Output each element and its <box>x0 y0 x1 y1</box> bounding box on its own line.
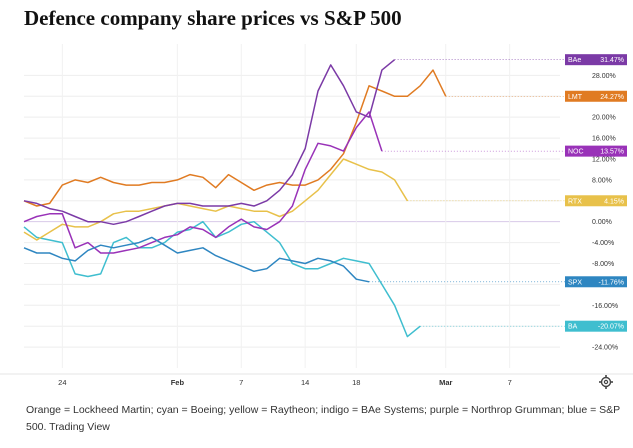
series-line-noc <box>23 111 383 254</box>
badge-ticker: SPX <box>568 279 582 286</box>
series-lines <box>23 59 447 338</box>
badge-ticker: BA <box>568 324 578 331</box>
badge-ticker: NOC <box>568 149 584 156</box>
chart-caption: Orange = Lockheed Martin; cyan = Boeing;… <box>26 404 620 433</box>
x-tick-label: 7 <box>508 378 512 387</box>
badge-value: 31.47% <box>600 57 624 64</box>
y-tick-label: 8.00% <box>592 177 612 184</box>
y-tick-label: 20.00% <box>592 115 616 122</box>
series-badge-rtx <box>565 195 627 207</box>
y-tick-label: 28.00% <box>592 73 616 80</box>
x-tick-label: Mar <box>439 378 452 387</box>
series-badge-lmt <box>565 90 627 102</box>
series-badge-spx <box>565 276 627 288</box>
badge-value: -11.76% <box>598 279 624 286</box>
badge-ticker: BAe <box>568 57 581 64</box>
series-badges: LMT 24.27% BA -20.07% RTX 4.15% BAe 31.47% NOC 13… <box>369 54 627 332</box>
series-line-rtx <box>23 158 409 241</box>
y-tick-label: -24.00% <box>592 345 618 352</box>
x-tick-label: 7 <box>239 378 243 387</box>
series-badge-noc <box>565 145 627 157</box>
badge-value: 24.27% <box>600 94 624 101</box>
y-tick-label: 12.00% <box>592 156 616 163</box>
badge-ticker: RTX <box>568 198 582 205</box>
series-line-bae <box>23 59 396 226</box>
x-tick-label: 24 <box>58 378 66 387</box>
x-axis-ticks: 24 Feb 7 14 18 Mar 7 <box>0 373 633 387</box>
series-line-spx <box>23 236 370 283</box>
y-tick-label: -16.00% <box>592 303 618 310</box>
y-tick-label: -4.00% <box>592 240 614 247</box>
gear-icon[interactable] <box>599 375 613 389</box>
badge-value: 13.57% <box>600 149 624 156</box>
chart-title: Defence company share prices vs S&P 500 <box>24 6 402 30</box>
gridlines <box>24 44 560 368</box>
series-badge-ba <box>565 320 627 332</box>
x-tick-label: 18 <box>352 378 360 387</box>
y-tick-label: 16.00% <box>592 136 616 143</box>
badge-ticker: LMT <box>568 94 583 101</box>
line-chart: 28.00%24.00%20.00%16.00%12.00%8.00%4.00%… <box>0 44 633 389</box>
badge-value: -20.07% <box>598 324 624 331</box>
badge-value: 4.15% <box>604 198 624 205</box>
series-badge-bae <box>565 54 627 66</box>
x-tick-label: 14 <box>301 378 309 387</box>
series-line-lmt <box>23 69 447 207</box>
y-tick-label: 0.00% <box>592 219 612 226</box>
y-axis-ticks: 28.00%24.00%20.00%16.00%12.00%8.00%4.00%… <box>592 73 618 352</box>
x-tick-label: Feb <box>171 378 185 387</box>
y-tick-label: -8.00% <box>592 261 614 268</box>
series-line-ba <box>23 220 421 338</box>
